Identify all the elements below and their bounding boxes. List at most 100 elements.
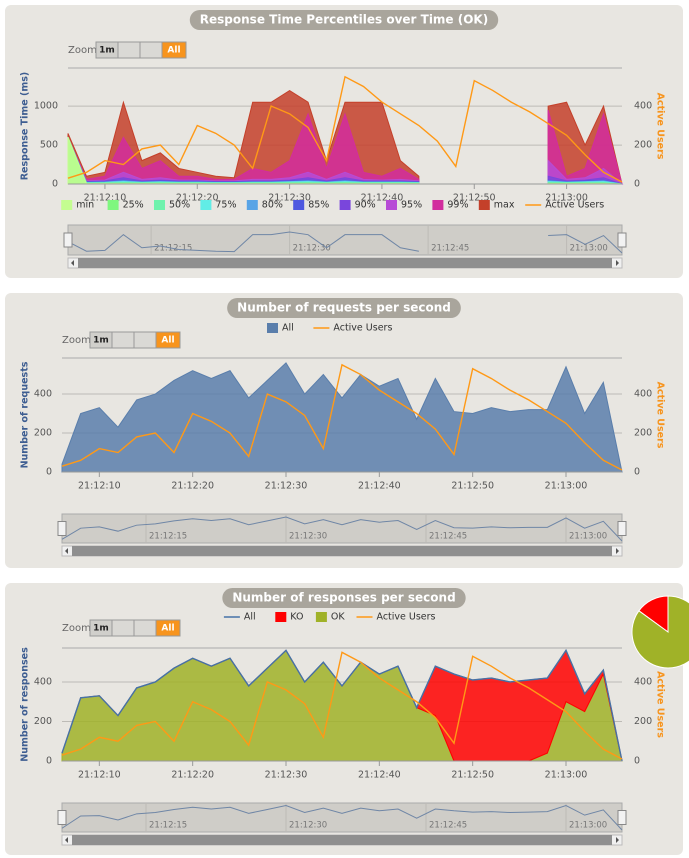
y2-tick-label: 200 (634, 140, 652, 151)
scrollbar-thumb[interactable] (72, 835, 612, 845)
y-tick-label: 200 (34, 428, 52, 439)
legend-label[interactable]: Active Users (545, 200, 604, 211)
zoom-button[interactable] (133, 619, 157, 637)
navigator-line (67, 231, 419, 253)
title-pill (189, 10, 499, 30)
y-axis-title: Response Time (ms) (20, 72, 31, 181)
scrollbar-arrow[interactable] (65, 548, 68, 554)
x-tick-label: 21:12:30 (265, 770, 308, 781)
scrollbar-arrow[interactable] (616, 548, 619, 554)
x-tick-label: 21:13:00 (545, 481, 588, 492)
legend-marker[interactable] (432, 200, 444, 210)
navigator-handle[interactable] (57, 521, 67, 536)
zoom-label: Zoom (68, 45, 97, 56)
legend-label[interactable]: KO (290, 612, 303, 623)
navigator[interactable] (67, 224, 623, 256)
x-tick-label: 21:12:30 (268, 193, 311, 204)
navigator-handle[interactable] (57, 810, 67, 825)
scrollbar-thumb[interactable] (72, 546, 612, 556)
x-tick-label: 21:13:00 (545, 193, 588, 204)
chart-title: Number of responses per second (232, 591, 455, 605)
legend-label[interactable]: min (76, 200, 94, 211)
legend-label[interactable]: 99% (447, 200, 468, 211)
legend-marker[interactable] (61, 200, 73, 210)
navigator-tick-label: 21:12:45 (431, 244, 469, 254)
line (61, 651, 623, 760)
pie-slice (631, 595, 689, 669)
zoom-button-label[interactable]: All (161, 336, 174, 346)
zoom-button[interactable] (111, 331, 135, 349)
legend-marker[interactable] (293, 200, 305, 210)
scrollbar-arrow[interactable] (616, 260, 619, 266)
legend-marker[interactable] (339, 200, 351, 210)
line (61, 363, 623, 471)
zoom-button[interactable] (111, 619, 135, 637)
legend-label[interactable]: 85% (308, 200, 329, 211)
legend-label[interactable]: 75% (215, 200, 236, 211)
x-tick-label: 21:12:30 (265, 481, 308, 492)
legend-label[interactable]: Active Users (333, 323, 392, 334)
zoom-button-label[interactable]: 1m (99, 46, 115, 56)
y-tick-label: 0 (46, 467, 52, 478)
y-tick-label: 0 (52, 179, 58, 190)
legend-label[interactable]: Active Users (377, 612, 436, 623)
navigator-handle[interactable] (617, 232, 627, 248)
x-tick-label: 21:12:50 (453, 193, 496, 204)
navigator-tick-label: 21:12:15 (149, 821, 187, 831)
y-tick-label: 400 (34, 389, 52, 400)
legend-label[interactable]: 50% (169, 200, 190, 211)
navigator-handle[interactable] (617, 810, 627, 825)
y2-tick-label: 0 (634, 467, 640, 478)
y2-tick-label: 200 (634, 428, 652, 439)
legend-marker[interactable] (267, 323, 278, 333)
y-tick-label: 0 (46, 756, 52, 767)
legend-marker[interactable] (107, 200, 119, 210)
zoom-button-label[interactable]: 1m (93, 624, 109, 634)
y2-tick-label: 0 (634, 179, 640, 190)
legend-label[interactable]: All (282, 323, 294, 334)
legend-marker[interactable] (478, 200, 490, 210)
y2-axis-title: Active Users (655, 671, 666, 738)
legend-label[interactable]: 25% (123, 200, 144, 211)
zoom-button[interactable] (161, 41, 187, 59)
legend-label[interactable]: OK (331, 612, 345, 623)
zoom-button[interactable] (133, 331, 157, 349)
zoom-button[interactable] (139, 41, 163, 59)
y2-axis-title: Active Users (655, 382, 666, 449)
navigator-line (61, 804, 623, 831)
legend-label[interactable]: All (244, 612, 256, 623)
legend-label[interactable]: 90% (355, 200, 376, 211)
legend-label[interactable]: 80% (262, 200, 283, 211)
legend-marker[interactable] (386, 200, 397, 210)
scrollbar-thumb[interactable] (78, 258, 612, 268)
legend-marker[interactable] (275, 612, 287, 622)
zoom-button-label[interactable]: 1m (93, 336, 109, 346)
x-tick-label: 21:12:10 (84, 193, 127, 204)
legend-marker[interactable] (154, 200, 165, 210)
navigator-tick-label: 21:13:00 (570, 244, 608, 254)
scrollbar-arrow[interactable] (616, 837, 619, 843)
navigator-handle[interactable] (63, 232, 73, 248)
zoom-button-label[interactable]: All (167, 46, 180, 56)
legend-label[interactable]: max (494, 200, 515, 211)
x-tick-label: 21:12:20 (176, 193, 219, 204)
navigator-handle[interactable] (617, 521, 627, 536)
legend-marker[interactable] (246, 200, 258, 210)
y2-tick-label: 400 (634, 101, 652, 112)
navigator-tick-label: 21:12:30 (293, 244, 331, 254)
zoom-button[interactable] (155, 331, 181, 349)
scrollbar-arrow[interactable] (65, 837, 68, 843)
zoom-button[interactable] (117, 41, 141, 59)
legend-marker[interactable] (200, 200, 212, 210)
y2-tick-label: 400 (634, 389, 652, 400)
y-axis-title: Number of requests (20, 361, 31, 468)
zoom-button-label[interactable]: All (161, 624, 174, 634)
zoom-button[interactable] (155, 619, 181, 637)
navigator[interactable] (61, 802, 623, 833)
legend-marker[interactable] (315, 612, 327, 622)
scrollbar-arrow[interactable] (71, 260, 74, 266)
legend-label[interactable]: 95% (401, 200, 422, 211)
navigator-tick-label: 21:12:30 (289, 532, 327, 542)
